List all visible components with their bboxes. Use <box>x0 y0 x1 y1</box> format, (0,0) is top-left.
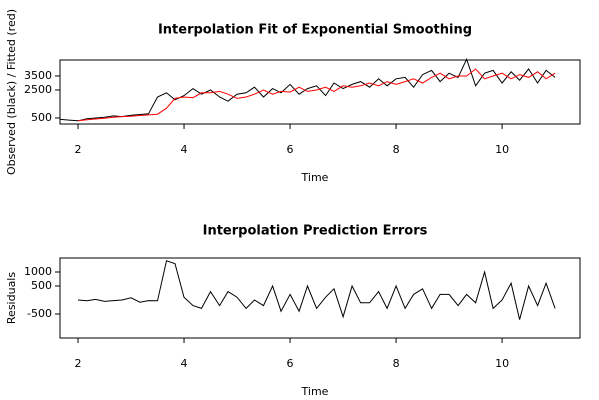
series-line <box>77 260 556 320</box>
chart-title: Interpolation Fit of Exponential Smoothi… <box>158 23 472 38</box>
x-tick-label: 2 <box>75 143 82 156</box>
x-tick-label: 8 <box>393 357 400 370</box>
x-tick-label: 6 <box>287 357 294 370</box>
y-tick-label: -500 <box>27 307 52 320</box>
series-line <box>60 57 556 122</box>
x-tick-label: 4 <box>181 143 188 156</box>
x-tick-label: 10 <box>495 143 509 156</box>
series-line <box>77 68 556 122</box>
plot-frame <box>59 257 581 339</box>
x-tick-label: 10 <box>495 357 509 370</box>
y-axis-label: Residuals <box>5 272 18 324</box>
y-tick-label: 500 <box>31 111 52 124</box>
x-tick-label: 2 <box>75 357 82 370</box>
y-tick-label: 2500 <box>24 83 52 96</box>
y-axis-label: Observed (black) / Fitted (red) <box>5 9 18 175</box>
x-axis-label: Time <box>301 171 329 184</box>
plot-frame <box>59 59 581 125</box>
x-tick-label: 4 <box>181 357 188 370</box>
y-tick-label: 3500 <box>24 69 52 82</box>
y-tick-label: 500 <box>31 279 52 292</box>
x-tick-label: 8 <box>393 143 400 156</box>
x-axis-label: Time <box>301 385 329 398</box>
y-tick-label: 1000 <box>24 265 52 278</box>
chart-title: Interpolation Prediction Errors <box>203 224 428 239</box>
x-tick-label: 6 <box>287 143 294 156</box>
